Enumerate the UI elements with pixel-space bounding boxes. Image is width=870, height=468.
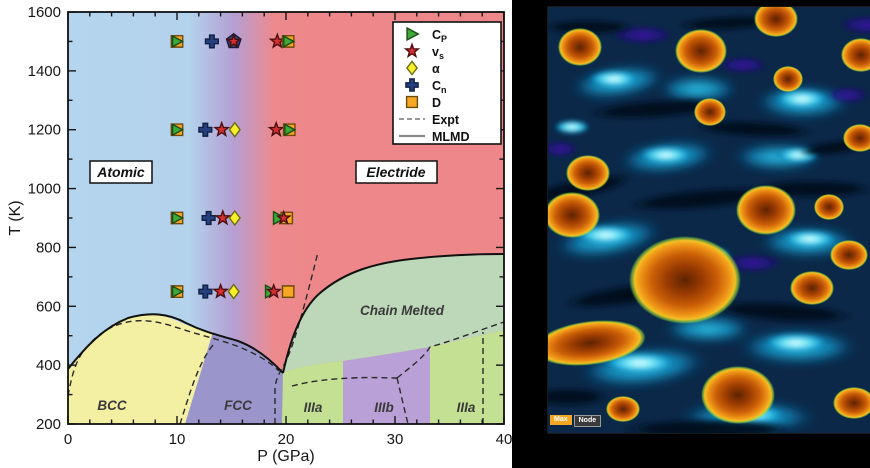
iiib-label: IIIb xyxy=(374,400,394,415)
tick-label: 1000 xyxy=(28,181,61,198)
region-iiia-left xyxy=(282,361,343,424)
plot-frame xyxy=(67,11,505,425)
legend-marker-cp-icon xyxy=(406,26,420,42)
legend-marker-cn-icon xyxy=(405,78,419,92)
region-chain-melted xyxy=(283,254,504,373)
tick-label: 400 xyxy=(36,357,61,374)
legend: CP vs α Cn D Expt MLMD xyxy=(392,21,502,145)
phase-diagram-svg: 0 10 20 30 40 200 400 600 800 1000 1200 1400 1600 At… xyxy=(7,4,513,465)
iiia-left-label: IIIa xyxy=(304,400,323,415)
legend-label-vs: vs xyxy=(432,45,444,61)
atomic-label-box xyxy=(89,160,153,184)
data-point-markers xyxy=(170,32,297,300)
density-purple-patches xyxy=(542,16,870,272)
phase-regions xyxy=(68,254,504,424)
tick-label: 200 xyxy=(36,416,61,433)
x-axis-title: P (GPa) xyxy=(257,448,315,465)
tick-label: 0 xyxy=(64,431,72,448)
mlmd-melting-curve-right xyxy=(282,253,505,374)
expt-bcc-fcc-boundary xyxy=(179,344,214,425)
atomic-label: Atomic xyxy=(96,164,145,180)
density-orange-peaks xyxy=(534,1,870,424)
fcc-label: FCC xyxy=(224,398,252,413)
tick-label: 600 xyxy=(36,298,61,315)
electride-label-box xyxy=(355,160,438,184)
tick-label: 40 xyxy=(496,431,512,448)
tick-label: 10 xyxy=(169,431,186,448)
y-axis-title: T (K) xyxy=(7,200,24,235)
expt-iiib-vertical-boundary xyxy=(396,377,409,425)
expt-iii-horizontal-boundary xyxy=(291,376,398,387)
legend-label-mlmd: MLMD xyxy=(432,130,470,144)
expt-iiib-iiia-boundary xyxy=(396,321,505,379)
tick-label: 30 xyxy=(387,431,404,448)
electride-density-panel: Max Node xyxy=(524,1,870,439)
density-colorbar-chips: Max Node xyxy=(550,415,602,427)
tick-label: 1600 xyxy=(28,4,61,21)
bcc-label: BCC xyxy=(97,398,126,413)
iiia-right-label: IIIa xyxy=(457,400,476,415)
region-bcc xyxy=(68,314,213,424)
legend-marker-d-icon xyxy=(405,95,419,109)
tick-label: 1200 xyxy=(28,122,61,139)
legend-label-cp: CP xyxy=(432,28,447,44)
region-fcc xyxy=(185,332,283,424)
tick-label: 1400 xyxy=(28,63,61,80)
axis-tick-labels: 0 10 20 30 40 200 400 600 800 1000 1200 1400 1600 xyxy=(28,4,513,448)
phase-diagram-panel: 0 10 20 30 40 200 400 600 800 1000 1200 1400 1600 At… xyxy=(0,0,512,468)
density-dark-streaks xyxy=(524,15,870,439)
tick-label: 800 xyxy=(36,239,61,256)
max-chip: Max xyxy=(550,415,572,425)
mlmd-solid-curves xyxy=(67,253,505,374)
mlmd-melting-curve-left xyxy=(67,313,284,374)
legend-label-d: D xyxy=(432,96,441,110)
node-chip: Node xyxy=(573,415,602,427)
region-iiia-right xyxy=(430,330,504,424)
tick-label: 20 xyxy=(278,431,295,448)
chain-melted-label: Chain Melted xyxy=(360,303,445,318)
legend-marker-alpha-icon xyxy=(406,60,418,76)
legend-label-expt: Expt xyxy=(432,113,460,127)
region-iiib xyxy=(343,347,430,424)
legend-label-cn: Cn xyxy=(432,79,447,95)
density-art-svg xyxy=(524,1,870,439)
electride-label: Electride xyxy=(366,164,425,180)
region-labels: Atomic Electride Chain Melted BCC FCC II… xyxy=(89,160,476,415)
legend-marker-vs-icon xyxy=(403,42,421,59)
legend-label-alpha: α xyxy=(432,62,440,76)
